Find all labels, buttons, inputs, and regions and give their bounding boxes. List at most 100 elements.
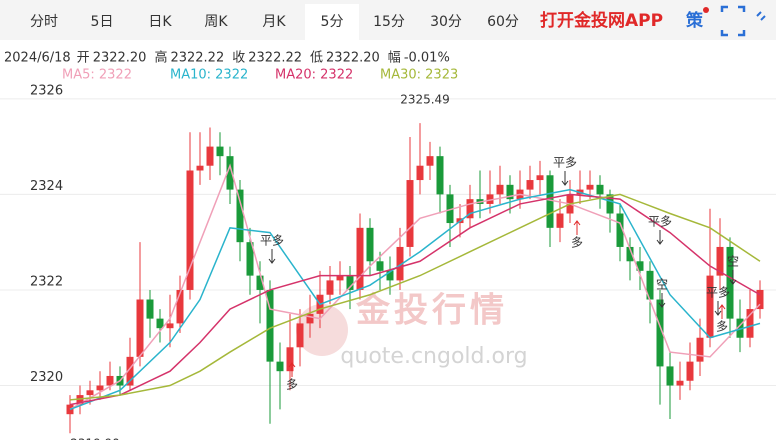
signal-arrow: [714, 301, 722, 316]
candle-body: [636, 261, 644, 271]
signal-arrow: [288, 362, 296, 377]
candle-body: [356, 227, 364, 290]
candle-body: [76, 395, 84, 405]
tab[interactable]: 5日: [91, 14, 114, 30]
candle-body: [706, 275, 714, 338]
annotation: 空: [656, 278, 668, 292]
y-tick-label: 2320: [30, 370, 63, 385]
tab[interactable]: 15分: [373, 14, 405, 30]
annotation: 空: [727, 255, 739, 269]
annotation: 2319.90: [70, 437, 120, 440]
candle-body: [626, 246, 634, 262]
candle-body: [696, 337, 704, 362]
tab[interactable]: 5分: [321, 14, 344, 30]
candle-body: [466, 199, 474, 219]
candle-body: [436, 156, 444, 195]
ma-line: [69, 193, 761, 406]
candle-body: [596, 184, 604, 195]
candle-body: [206, 146, 214, 166]
tab[interactable]: 30分: [430, 14, 462, 30]
candle-body: [686, 361, 694, 381]
candle-body: [276, 361, 284, 372]
annotation: 平多: [260, 234, 284, 248]
candle-body: [406, 180, 414, 247]
candle-body: [746, 309, 754, 338]
candle-body: [246, 242, 254, 276]
legend-entry: MA30: 2323: [380, 68, 458, 83]
candle-body: [446, 194, 454, 224]
annotation: 平多: [706, 286, 730, 300]
candle-body: [176, 289, 184, 324]
candle-body: [196, 165, 204, 171]
legend-entry: MA20: 2322: [275, 68, 353, 83]
candle-body: [646, 270, 654, 300]
candle-body: [426, 156, 434, 166]
candle-body: [296, 323, 304, 348]
info-value: 2322.22: [248, 51, 302, 66]
ma-line: [69, 163, 761, 411]
tab[interactable]: 月K: [262, 14, 286, 30]
candle-body: [186, 170, 194, 290]
candle-body: [126, 356, 134, 386]
signal-arrow: [729, 270, 737, 285]
candle-body: [146, 299, 154, 319]
annotation: 多: [571, 236, 583, 250]
candle-body: [726, 246, 734, 319]
candle-body: [106, 375, 114, 386]
signal-arrow: [718, 304, 726, 319]
candle-body: [486, 194, 494, 204]
strategy-icon[interactable]: 策: [686, 10, 704, 31]
candle-body: [136, 299, 144, 357]
fullscreen-icon[interactable]: [720, 5, 746, 37]
candle-body: [616, 213, 624, 247]
y-tick-label: 2324: [30, 179, 63, 194]
y-tick-label: 2326: [30, 83, 63, 98]
legend-entry: MA10: 2322: [170, 68, 248, 83]
candle-body: [236, 189, 244, 243]
watermark-url: quote.cngold.org: [340, 344, 527, 369]
annotation: 2325.49: [400, 93, 450, 107]
ma-line: [69, 193, 761, 401]
candle-body: [606, 194, 614, 214]
candle-body: [506, 184, 514, 200]
annotation: 多: [286, 378, 298, 392]
legend-entry: MA5: 2322: [62, 68, 132, 83]
app-link[interactable]: 打开金投网APP: [540, 10, 663, 31]
info-value: 2322.20: [93, 51, 147, 66]
candle-body: [376, 261, 384, 271]
tab[interactable]: 周K: [204, 14, 228, 30]
info-label: 开: [77, 51, 90, 66]
candle-body: [346, 275, 354, 290]
tab[interactable]: 分时: [30, 14, 58, 30]
candle-body: [226, 156, 234, 190]
info-label: 收: [232, 51, 245, 66]
annotation: 平多: [553, 156, 577, 170]
candle-body: [96, 385, 104, 391]
candle-body: [386, 270, 394, 281]
info-value: 2322.20: [326, 51, 380, 66]
tab-bar: [0, 0, 776, 40]
annotation: 多: [716, 320, 728, 334]
signal-arrow: [656, 230, 664, 245]
candle-body: [396, 246, 404, 281]
signal-arrow: [561, 171, 569, 186]
tab[interactable]: 60分: [487, 14, 519, 30]
candle-body: [536, 175, 544, 181]
tab-selected-bg: [305, 4, 359, 40]
signal-arrow: [658, 293, 666, 308]
candle-body: [326, 280, 334, 295]
candle-body: [336, 275, 344, 281]
tab[interactable]: 日K: [148, 14, 172, 30]
info-label: 幅: [388, 51, 401, 66]
candle-body: [366, 227, 374, 262]
candle-body: [286, 347, 294, 372]
info-value: 2322.22: [170, 51, 224, 66]
candle-body: [586, 184, 594, 190]
y-tick-label: 2322: [30, 274, 63, 289]
info-label: 低: [310, 51, 323, 66]
info-value: -0.01%: [404, 51, 450, 66]
candle-body: [716, 246, 724, 276]
date: 2024/6/18: [4, 51, 71, 66]
menu-icon[interactable]: [756, 11, 766, 21]
